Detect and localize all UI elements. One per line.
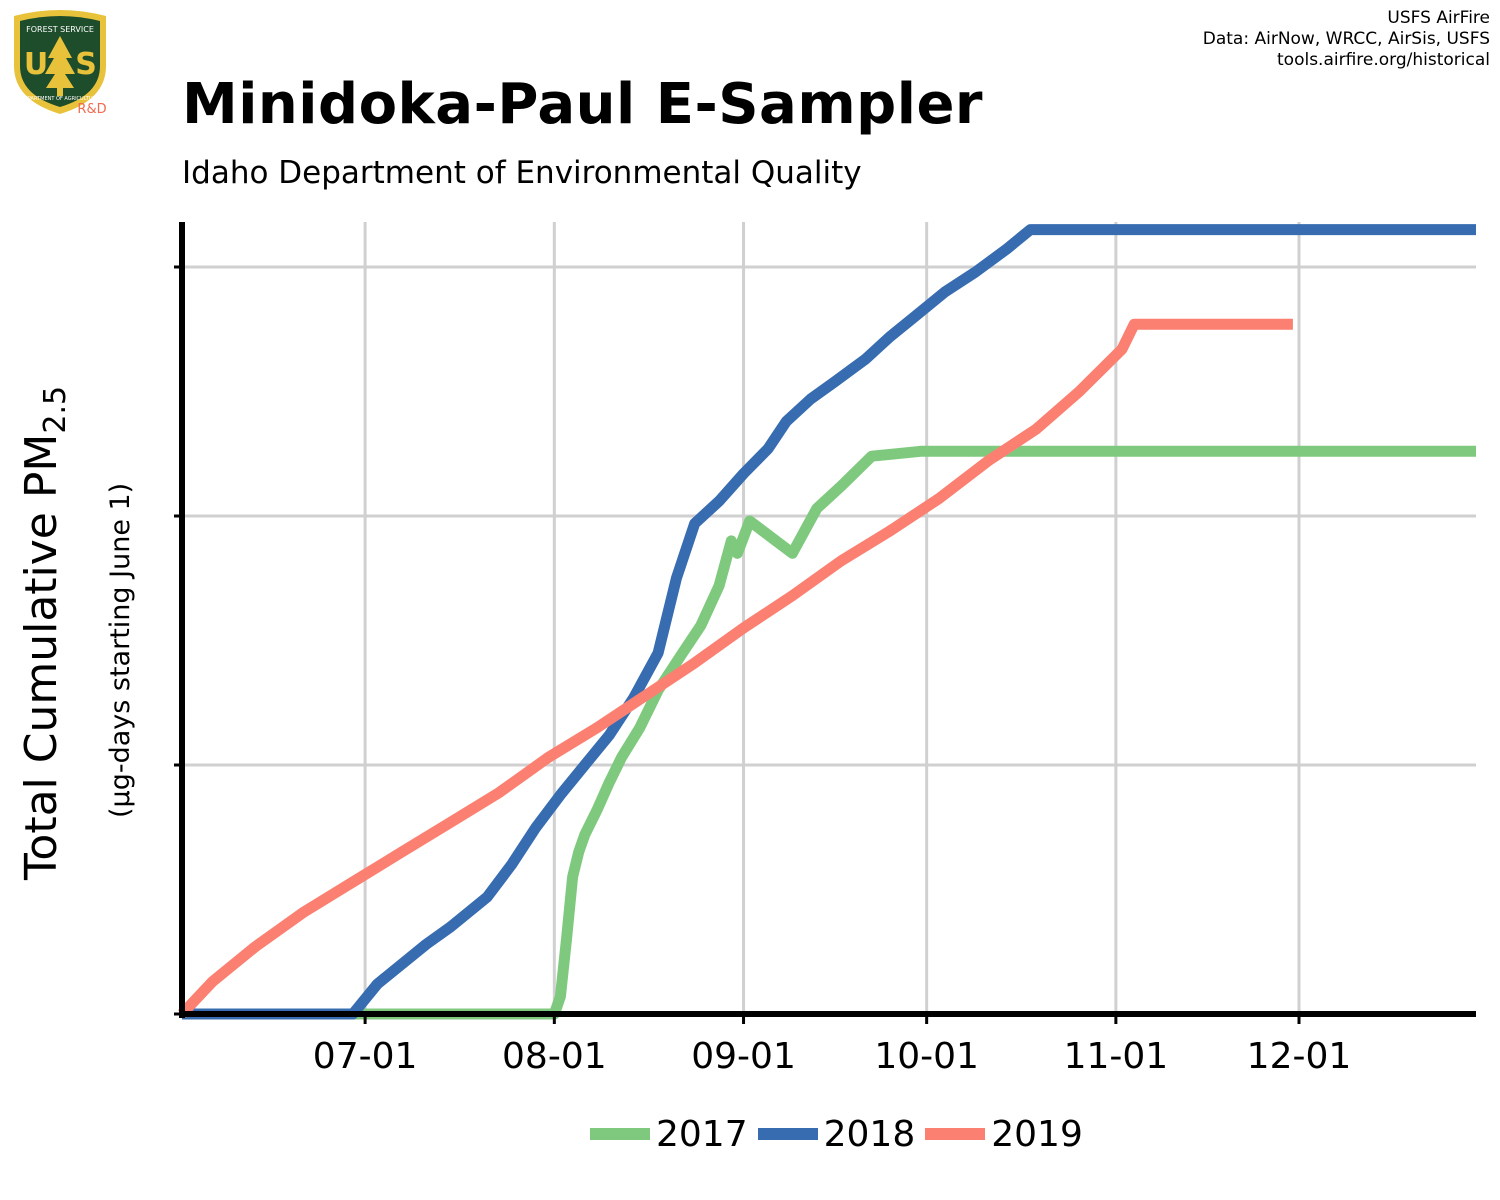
series-lines [177, 224, 1476, 1020]
series-line-2017 [182, 445, 1476, 1020]
chart-title: Minidoka-Paul E-Sampler [182, 72, 984, 137]
chart-subtitle: Idaho Department of Environmental Qualit… [182, 155, 862, 191]
x-tick-label: 08-01 [502, 1036, 607, 1077]
logo-text-mid-left: U [24, 47, 48, 82]
legend-swatch-2017 [590, 1128, 650, 1140]
legend-swatch-2019 [925, 1128, 986, 1140]
legend: 2017 2018 2019 [590, 1112, 1093, 1156]
usfs-shield-logo: FOREST SERVICE U S DEPARTMENT OF AGRICUL… [14, 10, 107, 117]
x-tick-label: 09-01 [691, 1036, 796, 1077]
series-line-2018 [182, 224, 1476, 1020]
logo-rd-text: R&D [77, 102, 106, 117]
legend-item-2019: 2019 [925, 1114, 1083, 1155]
x-tick-label: 11-01 [1064, 1036, 1169, 1077]
legend-item-2017: 2017 [590, 1114, 748, 1155]
series-line-2019 [177, 318, 1293, 1018]
legend-label-2019: 2019 [991, 1113, 1083, 1155]
legend-item-2018: 2018 [757, 1113, 916, 1155]
legend-swatch-2018 [757, 1128, 818, 1140]
tree-icon [45, 36, 75, 96]
credit-line-1: USFS AirFire [1387, 8, 1490, 28]
credit-line-3: tools.airfire.org/historical [1277, 50, 1490, 70]
credit-line-2: Data: AirNow, WRCC, AirSis, USFS [1202, 29, 1490, 49]
x-tick-label: 10-01 [874, 1036, 979, 1077]
x-tick-label: 07-01 [313, 1036, 418, 1077]
grid-lines [182, 222, 1476, 1014]
legend-label-2017: 2017 [656, 1113, 748, 1155]
x-tick-labels: 07-01 08-01 09-01 10-01 11-01 12-01 [313, 1036, 1351, 1077]
logo-text-bottom: DEPARTMENT OF AGRICULTURE [21, 96, 99, 102]
logo-text-top: FOREST SERVICE [26, 25, 94, 34]
x-tick-label: 12-01 [1247, 1036, 1352, 1077]
logo-text-mid-right: S [75, 47, 97, 82]
credits-block: USFS AirFire Data: AirNow, WRCC, AirSis,… [1203, 8, 1490, 71]
legend-label-2018: 2018 [823, 1113, 916, 1155]
axes [174, 222, 1476, 1024]
